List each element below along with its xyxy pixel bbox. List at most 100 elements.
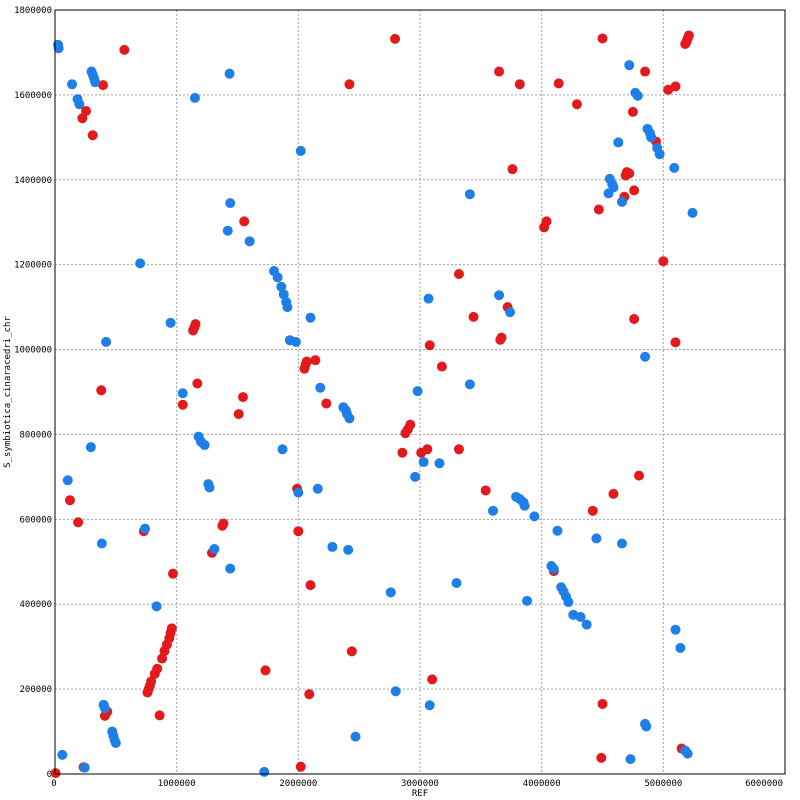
reverse-match-point <box>305 312 316 323</box>
reverse-match-point <box>641 721 652 732</box>
forward-match-point <box>453 444 464 455</box>
forward-match-point <box>496 332 507 343</box>
reverse-match-point <box>343 544 354 555</box>
forward-match-point <box>50 768 61 779</box>
plot-frame <box>54 9 786 775</box>
forward-match-point <box>608 488 619 499</box>
reverse-match-point <box>74 99 85 110</box>
reverse-match-point <box>225 198 236 209</box>
y-tick-label: 400000 <box>19 600 52 610</box>
reverse-match-point <box>616 196 627 207</box>
forward-match-point <box>146 676 157 687</box>
forward-match-point <box>81 106 92 117</box>
reverse-match-point <box>390 686 401 697</box>
reverse-match-point <box>350 731 361 742</box>
forward-match-point <box>192 378 203 389</box>
reverse-match-point <box>575 611 586 622</box>
forward-match-point <box>397 447 408 458</box>
forward-match-point <box>304 689 315 700</box>
forward-match-point <box>422 444 433 455</box>
reverse-match-point <box>522 595 533 606</box>
forward-match-point <box>98 80 109 91</box>
forward-match-point <box>658 256 669 267</box>
reverse-match-point <box>204 482 215 493</box>
y-tick-label: 1400000 <box>14 176 52 186</box>
reverse-match-point <box>272 272 283 283</box>
reverse-match-point <box>140 523 151 534</box>
reverse-match-point <box>670 624 681 635</box>
forward-match-point <box>541 216 552 227</box>
forward-match-point <box>310 355 321 366</box>
forward-match-point <box>305 580 316 591</box>
reverse-match-point <box>591 533 602 544</box>
forward-match-point <box>670 81 681 92</box>
reverse-match-point <box>293 487 304 498</box>
forward-match-point <box>624 168 635 179</box>
forward-match-point <box>119 44 130 55</box>
forward-match-point <box>634 470 644 481</box>
forward-match-point <box>390 33 401 44</box>
forward-match-point <box>683 30 694 41</box>
forward-match-point <box>507 164 518 175</box>
reverse-match-point <box>632 90 643 101</box>
reverse-match-point <box>79 762 90 773</box>
reverse-match-point <box>110 738 121 749</box>
reverse-match-point <box>244 236 255 247</box>
reverse-match-point <box>295 145 306 156</box>
y-tick-label: 800000 <box>19 430 52 440</box>
forward-match-point <box>154 710 165 721</box>
reverse-match-point <box>101 336 112 347</box>
reverse-match-point <box>616 538 627 549</box>
reverse-match-point <box>276 281 287 292</box>
reverse-match-point <box>552 525 563 536</box>
forward-match-point <box>627 106 638 117</box>
reverse-match-point <box>464 379 475 390</box>
reverse-match-point <box>224 68 235 79</box>
y-tick-label: 1200000 <box>14 261 52 271</box>
x-axis-label: REF <box>412 789 428 799</box>
forward-match-point <box>96 385 107 396</box>
reverse-match-point <box>85 442 96 453</box>
y-tick-label: 1000000 <box>14 346 52 356</box>
forward-match-point <box>73 517 84 528</box>
forward-match-point <box>177 399 188 410</box>
reverse-match-point <box>96 538 107 549</box>
reverse-match-point <box>581 619 592 630</box>
reverse-match-point <box>654 149 665 160</box>
forward-match-point <box>424 340 435 351</box>
forward-match-point <box>190 319 201 330</box>
reverse-match-point <box>57 749 68 760</box>
forward-match-point <box>670 337 681 348</box>
reverse-match-point <box>315 382 326 393</box>
y-axis-label: S_symbiotica_cinaracedri_chr <box>3 316 13 468</box>
forward-match-point <box>293 526 304 537</box>
forward-match-point <box>640 66 651 77</box>
forward-match-point <box>597 698 608 709</box>
reverse-match-point <box>67 79 78 90</box>
reverse-match-point <box>259 766 270 777</box>
reverse-match-point <box>412 386 423 397</box>
reverse-match-point <box>327 541 338 552</box>
forward-match-point <box>321 398 332 409</box>
reverse-match-point <box>278 289 289 300</box>
forward-match-point <box>514 79 525 90</box>
y-tick-label: 0 <box>47 770 52 780</box>
x-tick-label: 1000000 <box>158 779 196 789</box>
forward-match-point <box>346 646 357 657</box>
forward-match-point <box>344 79 355 90</box>
data-points <box>50 30 698 779</box>
tick-labels: 0 1000000 2000000 3000000 4000000 5000000 6000… <box>14 6 783 789</box>
reverse-match-point <box>548 563 559 574</box>
reverse-match-point <box>505 307 516 318</box>
reverse-match-point <box>282 302 293 313</box>
x-tick-label: 2000000 <box>279 779 317 789</box>
forward-match-point <box>453 269 464 280</box>
forward-match-point <box>87 130 98 141</box>
forward-match-point <box>405 419 416 430</box>
forward-match-point <box>629 313 640 324</box>
reverse-match-point <box>519 500 530 511</box>
reverse-match-point <box>669 162 680 173</box>
reverse-match-point <box>646 132 657 143</box>
y-tick-label: 1800000 <box>14 6 52 16</box>
